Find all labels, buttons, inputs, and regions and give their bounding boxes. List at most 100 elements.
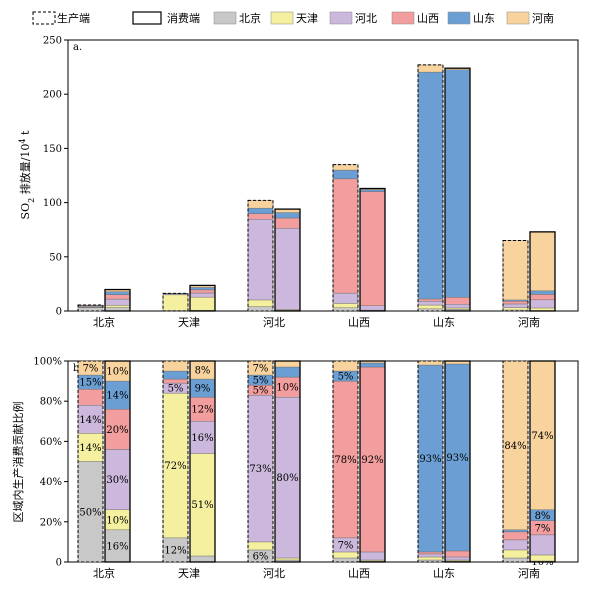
y-tick-label: 60% [40,437,62,448]
segment-label: 5% [253,376,269,387]
y-axis-title: 区域内生产消费贡献比例 [11,402,25,523]
segment-label: 5% [338,372,354,383]
segment-label: 30% [106,475,128,486]
y-tick-label: 100% [33,357,62,368]
bar-segment [189,555,216,563]
segment-label: 50% [79,507,101,518]
bar-segment [189,396,216,422]
segment-label: 5% [253,386,269,397]
bar-segment [529,231,556,292]
production-bar-outline [77,360,104,563]
bar-segment [274,360,301,368]
bar-segment [247,541,274,551]
bar-segment [162,370,189,380]
segment-label: 51% [191,500,213,511]
category-label: 北京 [93,566,115,580]
production-bar-outline [247,360,274,563]
bar-segment [502,301,529,305]
category-label: 河北 [263,316,285,329]
segment-label: 5% [168,384,184,395]
bar-segment [502,360,529,531]
bar-segment [417,298,444,302]
segment-label: 72% [164,461,186,472]
bar-segment [529,299,556,309]
y-tick-label: 0 [56,558,62,569]
category-label: 山东 [433,567,455,580]
bar-segment [247,306,274,312]
bar-segment [162,360,189,372]
segment-label: 73% [249,464,271,475]
bar-segment [359,551,386,561]
legend-consumption-swatch [132,11,162,25]
bar-segment [444,69,471,298]
segment-label: 84% [504,441,526,452]
segment-label: 10% [106,515,128,526]
bar-segment [247,200,274,209]
bar-segment [104,291,131,295]
bar-segment [359,189,386,192]
legend: 生产端 消费端 北京 天津 河北 山西 山东 河南 [32,11,554,25]
bar-segment [417,556,444,561]
bar-segment [162,392,189,539]
bar-segment [104,294,131,300]
bar-segment [529,290,556,295]
segment-label: 16% [191,433,213,444]
bar-segment [274,227,301,310]
bar-segment [104,305,131,308]
segment-label: 93% [446,453,468,464]
bar-segment [189,296,216,311]
y-tick-label: 80% [40,397,62,408]
bar-segment [417,64,444,73]
bar-segment [417,553,444,558]
segment-label: 7% [253,364,269,375]
legend-label-5: 河南 [532,12,554,25]
bar-segment [332,303,359,308]
legend-consumption-label: 消费端 [167,11,200,25]
bar-segment [332,169,359,180]
bar-segment [274,217,301,229]
category-label: 河南 [518,567,540,580]
bar-segment [332,551,359,559]
bar-segment [502,303,529,308]
segment-label: 16% [106,541,128,552]
production-bar-outline [502,360,529,563]
production-bar-outline [77,304,104,312]
bar-segment [417,364,444,553]
production-bar-outline [332,164,359,312]
bar-segment [444,297,471,305]
legend-label-2: 河北 [355,12,377,25]
consumption-bar-outline [189,284,216,312]
bar-segment [104,449,131,510]
legend-swatch-0 [213,11,237,25]
production-bar-outline [417,360,444,563]
bar-segment [247,394,274,543]
bar-segment [529,294,556,301]
bar-segment [502,240,529,301]
segment-label: 7% [338,540,354,551]
consumption-bar-outline [359,360,386,563]
consumption-bar-outline [529,231,556,312]
category-label: 山西 [348,567,370,580]
y-axis-title: SO2 排放量/104 t [18,130,36,219]
consumption-bar-outline [274,360,301,563]
bar-segment [77,461,104,563]
bar-segment [332,360,359,372]
category-label: 山西 [348,316,370,329]
bar-segment [162,378,189,384]
bar-segment [502,549,529,559]
y-tick-label: 20% [40,517,62,528]
segment-label: 14% [79,415,101,426]
bar-segment [417,360,444,366]
bar-segment [502,539,529,551]
segment-label: 10% [276,383,298,394]
production-bar-outline [502,240,529,312]
segment-label: 6% [253,551,269,562]
consumption-bar-outline [274,208,301,312]
plot-frame [67,39,579,312]
segment-label: 14% [79,443,101,454]
production-bar-outline [417,64,444,312]
legend-production-swatch [32,11,56,25]
segment-label: 78% [334,455,356,466]
bar-segment [104,298,131,306]
legend-swatch-3 [391,11,415,25]
